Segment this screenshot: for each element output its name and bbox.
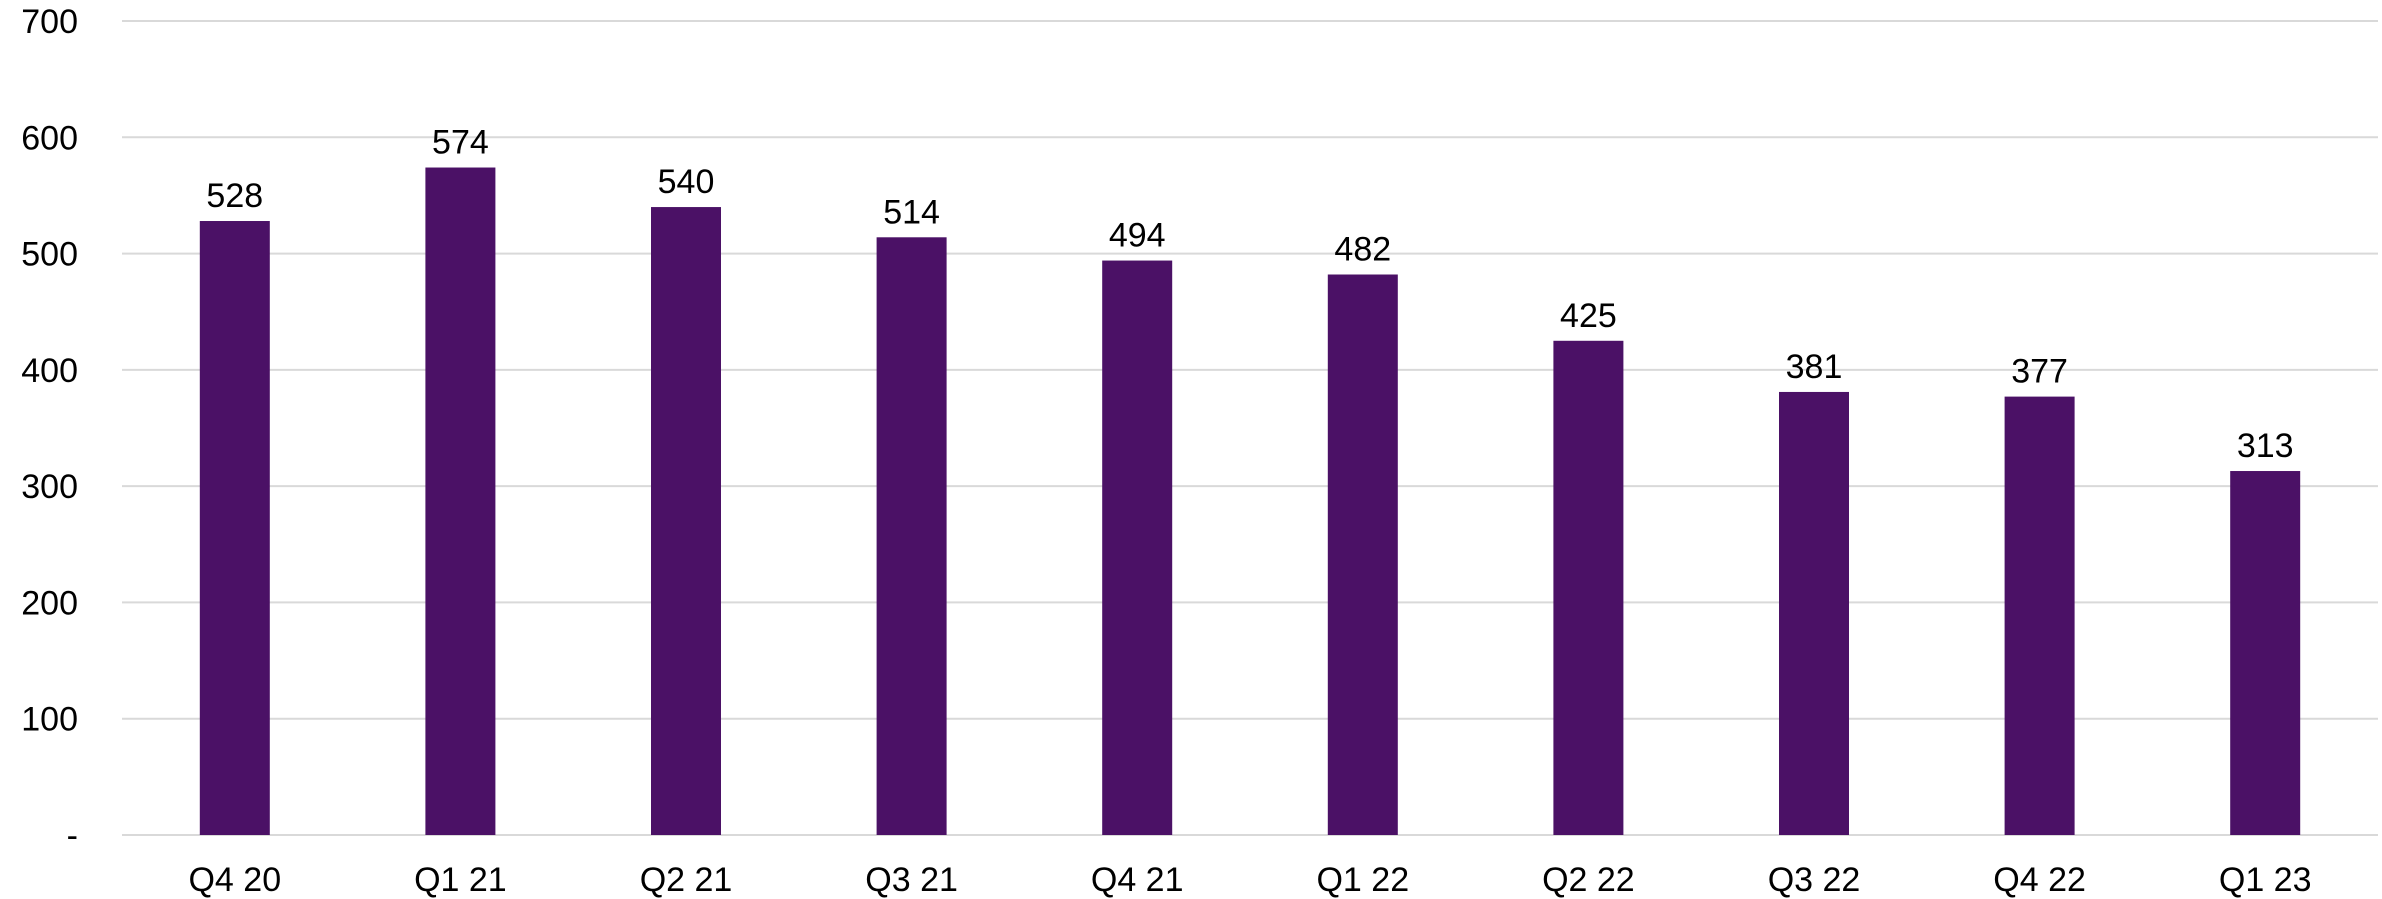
x-tick-label: Q3 21 [865,861,958,899]
bar [1102,260,1173,835]
bar [425,167,496,835]
data-label: 425 [1560,297,1617,335]
data-label: 313 [2237,427,2294,465]
bars [199,167,2301,836]
gridlines [122,20,2378,836]
y-tick-label: - [67,817,78,855]
y-tick-label: 400 [21,352,78,390]
data-label: 377 [2011,353,2068,391]
y-tick-label: 600 [21,119,78,157]
x-tick-label: Q1 23 [2219,861,2312,899]
x-axis: Q4 20 Q1 21 Q2 21 Q3 21 Q4 21 Q1 22 Q2 22 Q3 22… [188,861,2311,899]
bar [199,221,270,836]
bar [876,237,947,835]
y-axis: - 100 200 300 400 500 600 700 [21,3,78,855]
data-label: 514 [883,193,940,231]
data-label: 528 [206,177,263,215]
x-tick-label: Q4 20 [188,861,281,899]
y-tick-label: 700 [21,3,78,41]
x-tick-label: Q1 22 [1316,861,1409,899]
x-tick-label: Q2 22 [1542,861,1635,899]
data-label: 381 [1786,348,1843,386]
x-tick-label: Q2 21 [640,861,733,899]
bar [1327,274,1398,835]
y-tick-label: 300 [21,468,78,506]
data-label: 574 [432,124,489,162]
data-labels: 528 574 540 514 494 482 425 381 377 313 [206,124,2293,466]
bar [651,207,721,836]
x-tick-label: Q3 22 [1768,861,1861,899]
bar [1553,340,1624,835]
bar [2230,471,2301,835]
y-tick-label: 500 [21,236,78,274]
x-tick-label: Q1 21 [414,861,507,899]
data-label: 482 [1334,231,1391,269]
bar [1779,391,1849,835]
x-tick-label: Q4 21 [1091,861,1184,899]
data-label: 540 [658,163,715,201]
y-tick-label: 200 [21,584,78,622]
x-tick-label: Q4 22 [1993,861,2086,899]
y-tick-label: 100 [21,701,78,739]
bar [2004,396,2075,835]
data-label: 494 [1109,217,1166,255]
